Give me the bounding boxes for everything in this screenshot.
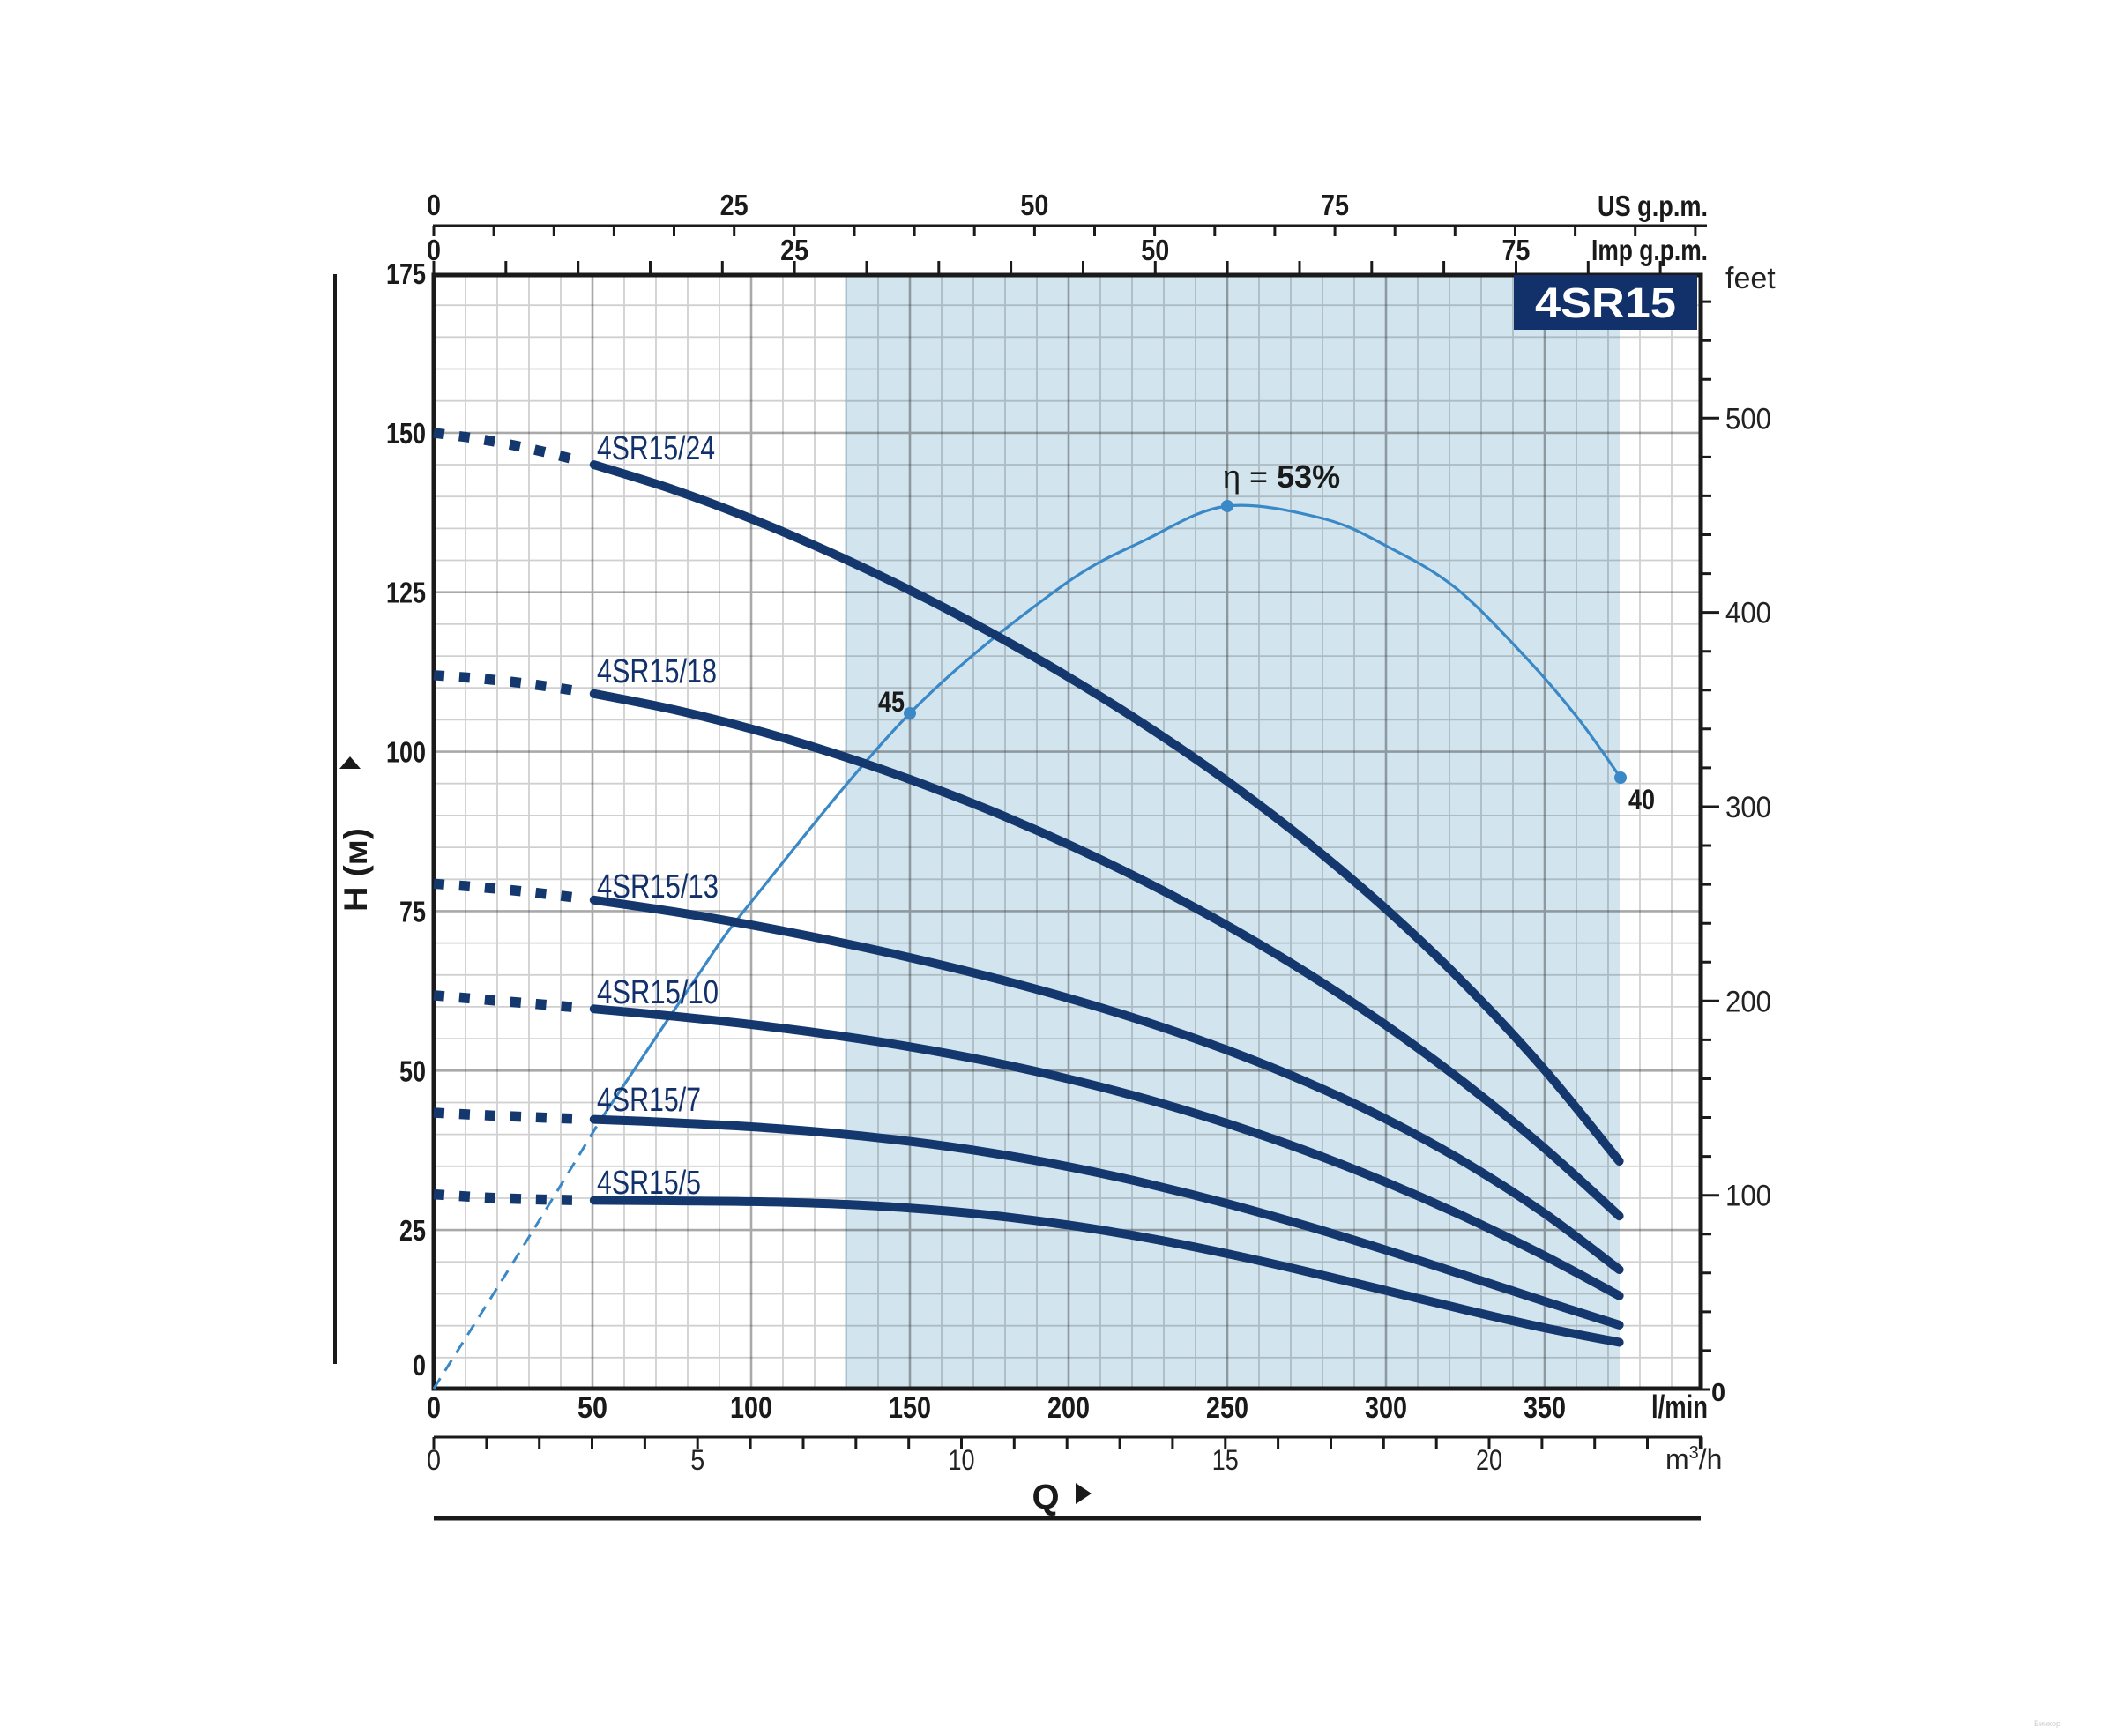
svg-text:η = 53%: η = 53% <box>1223 458 1340 495</box>
svg-text:50: 50 <box>399 1054 426 1087</box>
svg-text:10: 10 <box>949 1444 975 1476</box>
svg-text:300: 300 <box>1725 791 1771 824</box>
svg-text:45: 45 <box>878 686 905 718</box>
svg-text:20: 20 <box>1476 1444 1502 1476</box>
svg-text:Q: Q <box>1032 1478 1059 1516</box>
svg-text:25: 25 <box>780 234 808 266</box>
svg-text:0: 0 <box>413 1349 426 1382</box>
svg-text:0: 0 <box>427 1444 441 1476</box>
svg-text:4SR15/5: 4SR15/5 <box>597 1165 701 1202</box>
svg-text:0: 0 <box>427 1391 441 1425</box>
svg-text:150: 150 <box>386 417 426 450</box>
svg-text:25: 25 <box>720 189 749 221</box>
svg-text:4SR15/7: 4SR15/7 <box>597 1082 701 1119</box>
svg-text:400: 400 <box>1725 597 1771 630</box>
svg-text:40: 40 <box>1628 784 1655 816</box>
svg-text:500: 500 <box>1725 402 1771 436</box>
svg-text:200: 200 <box>1047 1391 1090 1425</box>
svg-text:300: 300 <box>1365 1391 1407 1425</box>
svg-text:l/min: l/min <box>1651 1389 1708 1425</box>
svg-text:0: 0 <box>1711 1379 1725 1407</box>
svg-text:25: 25 <box>399 1214 426 1247</box>
svg-text:200: 200 <box>1725 985 1771 1018</box>
svg-text:100: 100 <box>730 1391 772 1425</box>
svg-text:4SR15: 4SR15 <box>1535 280 1676 327</box>
svg-text:0: 0 <box>427 234 441 266</box>
svg-text:100: 100 <box>386 736 426 769</box>
svg-text:250: 250 <box>1206 1391 1248 1425</box>
svg-text:4SR15/18: 4SR15/18 <box>597 653 717 690</box>
svg-text:75: 75 <box>1321 189 1349 221</box>
svg-text:Винкор: Винкор <box>2034 1719 2060 1728</box>
svg-text:4SR15/10: 4SR15/10 <box>597 974 719 1011</box>
svg-text:Imp g.p.m.: Imp g.p.m. <box>1591 234 1708 266</box>
svg-text:125: 125 <box>386 577 426 609</box>
svg-text:75: 75 <box>399 895 426 928</box>
svg-text:75: 75 <box>1501 234 1530 266</box>
svg-text:feet: feet <box>1725 262 1776 295</box>
svg-text:0: 0 <box>427 189 441 221</box>
svg-text:50: 50 <box>1141 234 1169 266</box>
svg-text:100: 100 <box>1725 1180 1771 1213</box>
svg-text:4SR15/24: 4SR15/24 <box>597 430 715 467</box>
svg-text:350: 350 <box>1524 1391 1566 1425</box>
svg-text:50: 50 <box>1020 189 1048 221</box>
svg-text:175: 175 <box>386 257 426 290</box>
svg-text:15: 15 <box>1212 1444 1239 1476</box>
svg-text:4SR15/13: 4SR15/13 <box>597 868 719 905</box>
svg-text:US g.p.m.: US g.p.m. <box>1598 190 1708 222</box>
svg-text:H (м): H (м) <box>338 828 374 912</box>
svg-text:50: 50 <box>577 1391 607 1425</box>
svg-text:150: 150 <box>889 1391 931 1425</box>
svg-text:5: 5 <box>690 1444 704 1476</box>
svg-text:m3/h: m3/h <box>1665 1443 1722 1475</box>
